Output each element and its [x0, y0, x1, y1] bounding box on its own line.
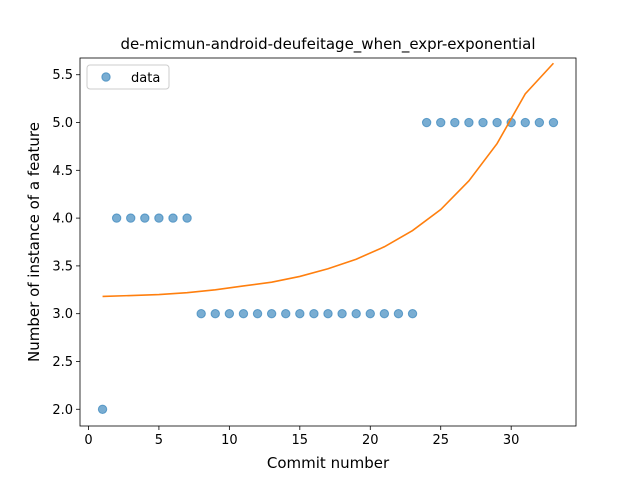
data-point	[126, 213, 136, 223]
y-tick-label: 5.5	[52, 68, 73, 83]
data-point	[337, 308, 347, 319]
data-point	[210, 308, 220, 319]
data-point	[252, 308, 263, 319]
data-point	[365, 308, 375, 319]
y-tick-label: 3.0	[52, 307, 73, 322]
y-axis-label: Number of instance of a feature	[25, 122, 43, 362]
data-point	[436, 117, 446, 128]
data-point	[295, 308, 305, 319]
data-point	[407, 308, 418, 319]
data-point	[168, 213, 178, 223]
data-point	[224, 308, 235, 319]
chart-title: de-micmun-android-deufeitage_when_expr-e…	[120, 35, 535, 54]
data-point	[421, 117, 432, 128]
legend-marker	[101, 72, 111, 82]
data-point	[266, 308, 277, 319]
axes-frame	[79, 57, 577, 427]
fit-line	[102, 62, 555, 298]
y-tick-label: 3.5	[52, 259, 73, 274]
data-point	[351, 308, 361, 319]
x-tick-label: 5	[155, 433, 163, 448]
y-tick-label: 2.0	[52, 403, 73, 418]
legend-box	[86, 64, 170, 90]
plot-area: 0 5 10 15 20 25 30 2.0 2.5 3.0 3.5 4.0 4.5 5.0 5.5 data	[52, 57, 577, 448]
x-tick-label: 20	[362, 433, 379, 448]
y-tick-label: 2.5	[52, 355, 73, 370]
legend-entry-data: data	[131, 71, 160, 86]
x-tick-label: 30	[503, 433, 520, 448]
y-tick-label: 5.0	[52, 116, 73, 131]
data-point	[478, 117, 488, 128]
data-point	[238, 308, 249, 319]
data-point	[520, 117, 530, 128]
y-tick-label: 4.0	[52, 212, 73, 227]
x-tick-label: 0	[84, 433, 92, 448]
data-point	[393, 308, 404, 319]
data-point	[154, 213, 164, 223]
data-point	[323, 308, 333, 319]
data-point	[111, 213, 122, 223]
data-point	[196, 308, 206, 319]
data-point	[140, 213, 150, 223]
data-point	[534, 117, 545, 128]
x-tick-label: 25	[432, 433, 449, 448]
x-axis-label: Commit number	[267, 454, 390, 472]
y-tick-label: 4.5	[52, 164, 73, 179]
data-point	[548, 117, 559, 128]
data-point	[492, 117, 502, 128]
x-tick-label: 15	[292, 433, 309, 448]
data-point	[97, 404, 108, 414]
data-point	[450, 117, 460, 128]
data-point	[182, 213, 192, 223]
data-point	[309, 308, 319, 319]
data-point	[379, 308, 390, 319]
data-point	[464, 117, 474, 128]
data-point	[281, 308, 291, 319]
x-tick-label: 10	[221, 433, 238, 448]
